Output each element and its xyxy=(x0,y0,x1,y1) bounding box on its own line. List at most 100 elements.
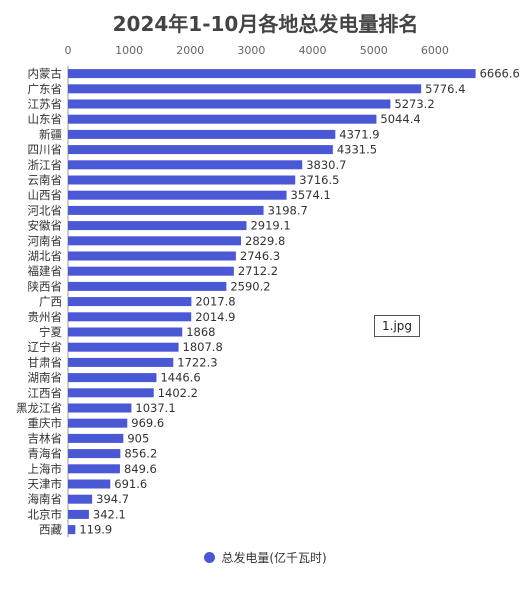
x-tick-label: 3000 xyxy=(237,44,265,57)
category-label: 安徽省 xyxy=(28,219,63,233)
bar[interactable] xyxy=(68,99,391,109)
value-label: 394.7 xyxy=(96,492,129,506)
bar[interactable] xyxy=(68,433,124,443)
value-label: 2829.8 xyxy=(245,234,285,248)
value-label: 4371.9 xyxy=(339,127,379,141)
bar[interactable] xyxy=(68,175,296,185)
category-label: 江苏省 xyxy=(28,97,63,111)
value-label: 2590.2 xyxy=(230,279,270,293)
bar[interactable] xyxy=(68,494,93,504)
value-label: 3830.7 xyxy=(306,158,346,172)
value-label: 2017.8 xyxy=(195,295,235,309)
bar[interactable] xyxy=(68,190,287,200)
bar[interactable] xyxy=(68,297,192,307)
bar[interactable] xyxy=(68,479,111,489)
x-tick-label: 2000 xyxy=(176,44,204,57)
value-label: 119.9 xyxy=(79,523,112,537)
image-filename-tag: 1.jpg xyxy=(374,315,421,337)
category-label: 新疆 xyxy=(39,127,62,141)
legend-label: 总发电量(亿千瓦时) xyxy=(221,551,327,565)
x-tick-label: 0 xyxy=(65,44,72,57)
bar[interactable] xyxy=(68,205,264,215)
bar[interactable] xyxy=(68,114,377,124)
value-label: 6666.6 xyxy=(480,67,520,81)
value-label: 849.6 xyxy=(124,462,157,476)
bar[interactable] xyxy=(68,464,120,474)
value-label: 5044.4 xyxy=(380,112,420,126)
category-label: 内蒙古 xyxy=(28,67,63,81)
value-label: 969.6 xyxy=(131,416,164,430)
value-label: 5273.2 xyxy=(394,97,434,111)
value-label: 1402.2 xyxy=(158,386,198,400)
category-label: 福建省 xyxy=(28,264,63,278)
value-label: 342.1 xyxy=(93,507,126,521)
bar[interactable] xyxy=(68,266,234,276)
x-tick-label: 6000 xyxy=(421,44,449,57)
bar[interactable] xyxy=(68,145,333,155)
category-label: 四川省 xyxy=(28,143,63,157)
category-label: 江西省 xyxy=(28,386,63,400)
category-label: 山东省 xyxy=(28,112,63,126)
category-label: 吉林省 xyxy=(28,431,63,445)
x-tick-label: 5000 xyxy=(360,44,388,57)
category-label: 湖北省 xyxy=(28,249,63,263)
category-label: 宁夏 xyxy=(39,325,62,339)
bar[interactable] xyxy=(68,160,303,170)
bar[interactable] xyxy=(68,236,242,246)
bar[interactable] xyxy=(68,418,128,428)
category-label: 湖南省 xyxy=(28,371,63,385)
bar[interactable] xyxy=(68,525,76,535)
legend[interactable]: 总发电量(亿千瓦时) xyxy=(0,549,531,566)
category-label: 陕西省 xyxy=(28,279,63,293)
bar[interactable] xyxy=(68,342,179,352)
category-label: 甘肃省 xyxy=(28,355,63,369)
value-label: 3716.5 xyxy=(299,173,339,187)
category-label: 广东省 xyxy=(28,82,63,96)
x-axis-ticks: 0 1000 2000 3000 4000 5000 6000 xyxy=(65,44,449,57)
bar[interactable] xyxy=(68,129,336,139)
category-label: 重庆市 xyxy=(28,416,63,430)
bar[interactable] xyxy=(68,357,174,367)
value-label: 2712.2 xyxy=(238,264,278,278)
category-label: 河北省 xyxy=(28,203,63,217)
bar[interactable] xyxy=(68,509,89,519)
bar[interactable] xyxy=(68,84,422,94)
bar[interactable] xyxy=(68,281,227,291)
legend-swatch-icon xyxy=(204,552,216,563)
value-label: 3198.7 xyxy=(268,203,308,217)
value-label: 1807.8 xyxy=(183,340,223,354)
bar[interactable] xyxy=(68,373,157,383)
x-tick-label: 4000 xyxy=(299,44,327,57)
value-label: 2746.3 xyxy=(240,249,280,263)
category-label: 黑龙江省 xyxy=(16,401,62,415)
value-label: 691.6 xyxy=(114,477,147,491)
category-label: 上海市 xyxy=(28,462,63,476)
value-label: 905 xyxy=(127,431,149,445)
bar[interactable] xyxy=(68,403,132,413)
category-label: 贵州省 xyxy=(28,310,63,324)
value-label: 1722.3 xyxy=(177,355,217,369)
value-label: 5776.4 xyxy=(425,82,465,96)
category-label: 北京市 xyxy=(28,507,63,521)
bar[interactable] xyxy=(68,388,154,398)
category-label: 广西 xyxy=(39,295,62,309)
chart-title: 2024年1-10月各地总发电量排名 xyxy=(112,12,419,36)
bar[interactable] xyxy=(68,449,121,459)
category-labels: 内蒙古广东省江苏省山东省新疆四川省浙江省云南省山西省河北省安徽省河南省湖北省福建… xyxy=(16,67,62,537)
value-label: 1446.6 xyxy=(160,371,200,385)
value-label: 2014.9 xyxy=(195,310,235,324)
bar[interactable] xyxy=(68,251,236,261)
bar[interactable] xyxy=(68,69,476,79)
category-label: 河南省 xyxy=(28,234,63,248)
category-label: 浙江省 xyxy=(28,158,63,172)
category-label: 辽宁省 xyxy=(28,340,63,354)
x-tick-label: 1000 xyxy=(115,44,143,57)
value-label: 856.2 xyxy=(124,447,157,461)
bar[interactable] xyxy=(68,221,247,231)
bar[interactable] xyxy=(68,327,183,337)
bar[interactable] xyxy=(68,312,192,322)
value-label: 2919.1 xyxy=(250,219,290,233)
value-label: 4331.5 xyxy=(337,143,377,157)
